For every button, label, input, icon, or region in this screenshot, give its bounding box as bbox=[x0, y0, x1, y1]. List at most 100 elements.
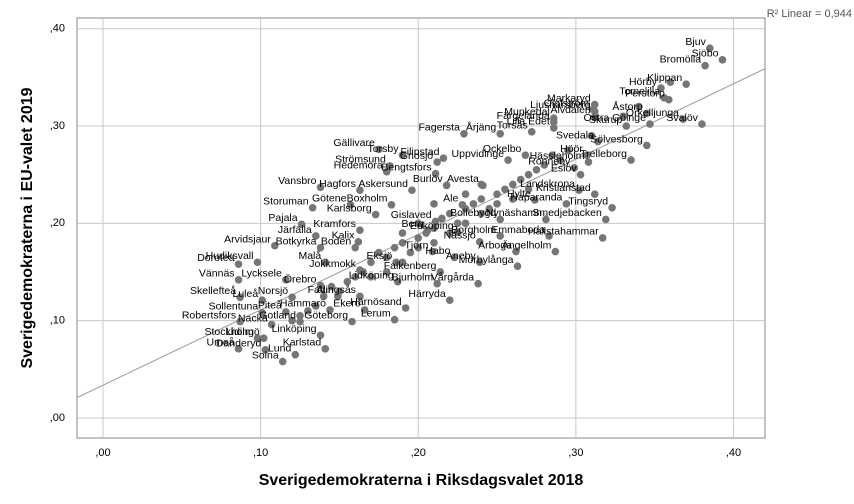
point-label: Fagersta bbox=[419, 122, 461, 134]
point-label: Torsås bbox=[497, 120, 528, 132]
point-label: Luleå bbox=[232, 288, 258, 300]
point bbox=[679, 115, 687, 124]
point bbox=[493, 200, 501, 208]
point bbox=[356, 186, 364, 195]
point bbox=[386, 162, 394, 170]
point-label: Svedala bbox=[556, 129, 594, 141]
point bbox=[316, 281, 325, 290]
point bbox=[267, 320, 276, 329]
point bbox=[622, 122, 631, 130]
point-label: Ljusnarsberg bbox=[530, 99, 591, 111]
point-label: Storuman bbox=[263, 196, 309, 208]
point bbox=[524, 170, 533, 179]
point-label: Hörby bbox=[629, 76, 658, 88]
point bbox=[346, 201, 355, 209]
point-label: Järfälla bbox=[278, 224, 312, 236]
point bbox=[360, 306, 369, 314]
point bbox=[666, 78, 675, 87]
y-tick-label: ,40 bbox=[50, 23, 65, 35]
y-tick-label: ,20 bbox=[50, 217, 65, 229]
point bbox=[359, 268, 367, 276]
point bbox=[608, 203, 616, 212]
x-tick-label: ,20 bbox=[411, 447, 426, 459]
point-label: Vårgårda bbox=[431, 271, 474, 283]
point bbox=[509, 180, 517, 189]
point bbox=[477, 195, 486, 203]
point bbox=[496, 130, 505, 138]
point bbox=[261, 346, 270, 354]
point bbox=[297, 220, 306, 229]
point-label: Perstorp bbox=[625, 88, 665, 100]
point-label: Danderyd bbox=[216, 338, 262, 350]
point-label: Hässleholm bbox=[530, 150, 585, 162]
point bbox=[583, 151, 591, 160]
point bbox=[311, 232, 320, 240]
point bbox=[316, 331, 325, 340]
point-label: Lund bbox=[268, 342, 292, 354]
y-tick-label: ,00 bbox=[50, 412, 65, 424]
x-tick-label: ,00 bbox=[95, 447, 110, 459]
point bbox=[258, 309, 267, 317]
point bbox=[485, 204, 493, 213]
point-label: Klippan bbox=[647, 72, 682, 84]
point bbox=[619, 112, 627, 121]
point bbox=[236, 293, 244, 302]
point bbox=[642, 109, 651, 118]
point bbox=[475, 258, 484, 267]
point-label: Vännäs bbox=[199, 268, 235, 280]
point bbox=[461, 204, 470, 213]
point-label: Örkelljunga bbox=[626, 107, 679, 119]
point bbox=[387, 201, 396, 209]
point bbox=[296, 311, 304, 320]
point bbox=[408, 186, 416, 195]
point bbox=[367, 273, 375, 281]
point bbox=[278, 357, 287, 366]
point bbox=[475, 238, 484, 246]
point-label: Alingsås bbox=[316, 284, 356, 296]
point bbox=[549, 124, 558, 132]
point bbox=[501, 185, 509, 194]
point-label: Olofström bbox=[544, 97, 590, 109]
point-label: Habo bbox=[425, 245, 450, 257]
point bbox=[657, 84, 665, 92]
point bbox=[392, 258, 400, 267]
point-label: Haparanda bbox=[510, 192, 562, 204]
plot-area bbox=[76, 17, 766, 439]
point bbox=[414, 243, 423, 252]
point bbox=[548, 151, 557, 160]
point-label: Örebro bbox=[284, 273, 317, 285]
point-label: Lidingö bbox=[226, 326, 260, 338]
point bbox=[450, 253, 459, 262]
point-label: Piteå bbox=[258, 300, 282, 312]
point bbox=[382, 253, 391, 262]
point-label: Solna bbox=[252, 349, 279, 361]
point-label: Hylte bbox=[507, 188, 531, 200]
point-label: Vansbro bbox=[278, 175, 316, 187]
point-label: Eslöv bbox=[551, 162, 577, 174]
point-label: Höör bbox=[560, 143, 583, 155]
point-label: Älvdalen bbox=[550, 104, 590, 116]
point bbox=[288, 316, 296, 325]
point-label: Bjurholm bbox=[392, 271, 434, 283]
point bbox=[375, 248, 383, 257]
point-label: Lycksele bbox=[241, 268, 282, 280]
point-label: Gotland bbox=[259, 309, 296, 321]
point-label: Lilla Edet bbox=[507, 116, 550, 128]
point-label: Hagfors bbox=[319, 178, 356, 190]
point-label: Nacka bbox=[238, 312, 268, 324]
point-label: Östra Göinge bbox=[583, 112, 646, 124]
point bbox=[524, 185, 533, 194]
point bbox=[460, 130, 468, 138]
point-label: Lerum bbox=[361, 307, 391, 319]
point-label: Sjöbo bbox=[692, 48, 719, 60]
point bbox=[436, 268, 445, 276]
point bbox=[316, 243, 325, 252]
point bbox=[406, 248, 415, 257]
point bbox=[356, 292, 364, 301]
point bbox=[271, 241, 279, 250]
point bbox=[504, 156, 512, 164]
point-label: Lidköping bbox=[349, 269, 394, 281]
point bbox=[706, 44, 714, 52]
point-label: Gislaved bbox=[391, 209, 432, 221]
